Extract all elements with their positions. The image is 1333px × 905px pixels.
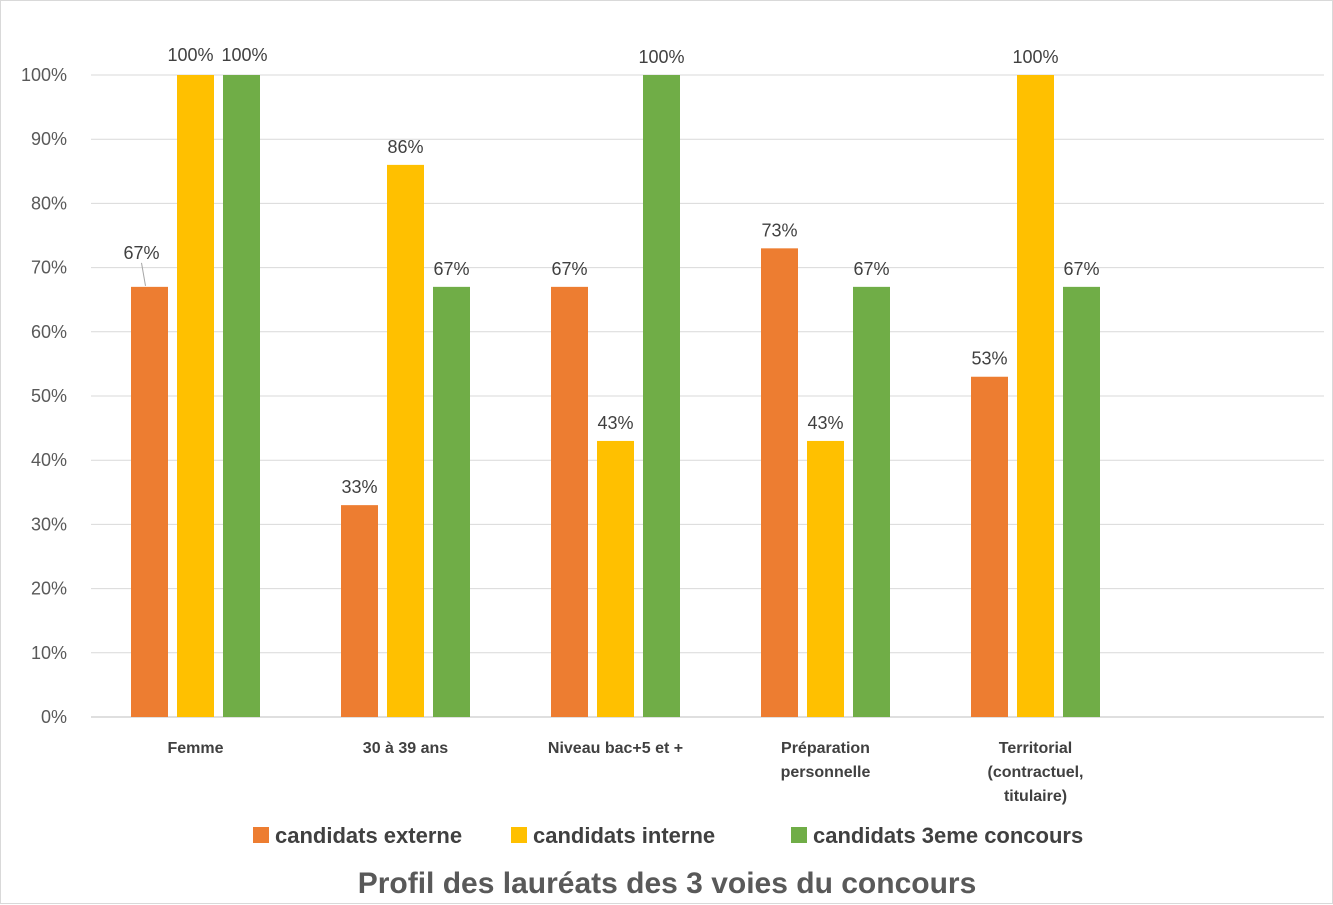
y-tick-label: 30% xyxy=(31,514,67,534)
data-label: 100% xyxy=(221,45,267,65)
data-label: 67% xyxy=(1063,259,1099,279)
bar xyxy=(807,440,844,717)
bar xyxy=(551,286,588,717)
y-tick-label: 80% xyxy=(31,193,67,213)
bar xyxy=(1017,75,1054,717)
legend-label: candidats interne xyxy=(533,823,715,848)
y-tick-label: 70% xyxy=(31,258,67,278)
y-tick-label: 40% xyxy=(31,450,67,470)
bar xyxy=(433,286,470,717)
x-tick-label: titulaire) xyxy=(1004,788,1067,805)
data-label: 67% xyxy=(123,243,159,263)
data-label: 100% xyxy=(638,47,684,67)
y-tick-label: 100% xyxy=(21,65,67,85)
data-label: 73% xyxy=(761,220,797,240)
legend-swatch xyxy=(253,827,269,843)
bar xyxy=(131,286,168,717)
bar xyxy=(341,505,378,717)
data-label: 67% xyxy=(551,259,587,279)
bar xyxy=(1063,286,1100,717)
x-tick-label: Préparation xyxy=(781,740,870,757)
y-tick-label: 20% xyxy=(31,579,67,599)
x-tick-label: Niveau bac+5 et + xyxy=(548,740,683,757)
bar xyxy=(643,75,680,717)
bar xyxy=(853,286,890,717)
data-label: 86% xyxy=(387,137,423,157)
data-label: 100% xyxy=(167,45,213,65)
y-tick-label: 60% xyxy=(31,322,67,342)
legend-label: candidats externe xyxy=(275,823,462,848)
bar xyxy=(223,75,260,717)
x-tick-label: personnelle xyxy=(781,764,871,781)
y-tick-label: 10% xyxy=(31,643,67,663)
x-tick-label: (contractuel, xyxy=(987,764,1083,781)
data-label: 53% xyxy=(971,349,1007,369)
bar xyxy=(387,164,424,717)
x-tick-label: 30 à 39 ans xyxy=(363,740,449,757)
data-label: 33% xyxy=(341,477,377,497)
y-tick-label: 50% xyxy=(31,386,67,406)
data-label-leader xyxy=(141,262,146,286)
legend-swatch xyxy=(791,827,807,843)
bar xyxy=(597,440,634,717)
y-tick-label: 90% xyxy=(31,129,67,149)
bar xyxy=(971,376,1008,717)
data-label: 67% xyxy=(433,259,469,279)
data-label: 43% xyxy=(807,413,843,433)
x-tick-label: Territorial xyxy=(999,740,1073,757)
legend-label: candidats 3eme concours xyxy=(813,823,1083,848)
y-tick-label: 0% xyxy=(41,707,67,727)
data-label: 67% xyxy=(853,259,889,279)
chart-title: Profil des lauréats des 3 voies du conco… xyxy=(358,867,977,900)
legend-swatch xyxy=(511,827,527,843)
data-label: 100% xyxy=(1012,47,1058,67)
data-label: 43% xyxy=(597,413,633,433)
bar xyxy=(761,248,798,717)
x-tick-label: Femme xyxy=(167,740,223,757)
bar xyxy=(177,75,214,717)
